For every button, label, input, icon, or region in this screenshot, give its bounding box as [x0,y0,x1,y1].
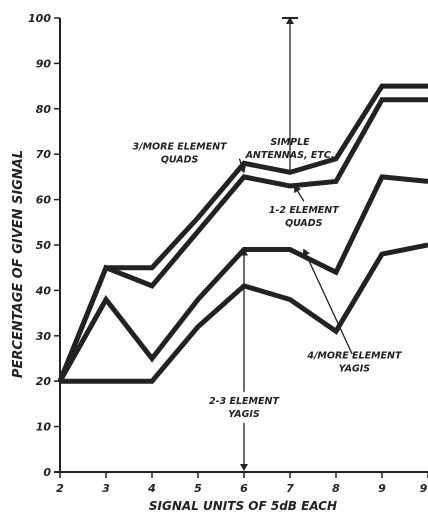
y-tick-label: 90 [36,57,52,70]
x-tick-label: 7 [286,482,294,495]
x-tick-label: 9+ [420,482,428,495]
x-tick-label: 3 [102,482,110,495]
y-tick-label: 20 [36,375,52,388]
y-tick-label: 100 [28,12,51,25]
axes: 0 10 20 30 40 50 60 70 80 90 100 2 3 4 5 6 7 8 9 9+ [28,12,428,495]
x-tick-label: 2 [56,482,64,495]
annotation-label-3-line-2: QUADS [285,218,323,229]
series-line-2 [57,97,428,383]
y-tick-label: 40 [35,284,52,297]
x-tick-label: 6 [240,482,248,495]
y-tick-label: 70 [36,148,52,161]
x-axis-label: SIGNAL UNITS OF 5dB EACH [149,499,337,513]
y-tick-label: 10 [36,421,52,434]
x-tick-label: 8 [332,482,340,495]
x-tick-label: 9 [378,482,386,495]
annotation-label-2-line-2: QUADS [161,155,199,166]
y-tick-label: 60 [36,194,52,207]
annotation-label-5-line-1: 2-3 ELEMENT [209,396,280,407]
annotation-arrow-4 [302,248,353,355]
annotation-label-5-line-2: YAGIS [228,409,260,420]
annotation-arrow-2 [238,158,246,174]
y-axis-label: PERCENTAGE OF GIVEN SIGNAL [11,150,26,378]
annotation-label-3-line-1: 1-2 ELEMENT [269,205,340,216]
annotation-label-4-line-2: YAGIS [339,364,371,375]
annotation-label-4-line-1: 4/MORE ELEMENT [306,351,403,362]
annotation-label-2-line-1: 3/MORE ELEMENT [133,142,229,153]
x-tick-label: 5 [194,482,202,495]
annotation-arrow-3 [294,185,305,202]
y-tick-label: 30 [36,330,52,343]
y-tick-label: 80 [36,103,52,116]
series-line-1 [57,83,428,383]
y-tick-label: 0 [43,466,51,479]
x-tick-label: 4 [147,482,156,495]
y-tick-label: 50 [36,239,52,252]
